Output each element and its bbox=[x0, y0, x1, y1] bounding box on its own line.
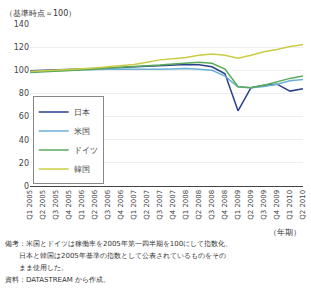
svg-text:Q4 2009: Q4 2009 bbox=[273, 190, 281, 220]
svg-text:100: 100 bbox=[14, 66, 29, 75]
svg-text:備考：米国とドイツは稼働率を2005年第一四半期を100にし: 備考：米国とドイツは稼働率を2005年第一四半期を100にして指数化、 bbox=[5, 240, 232, 248]
svg-text:Q2 2006: Q2 2006 bbox=[91, 189, 99, 220]
svg-text:（年期）: （年期） bbox=[269, 228, 301, 237]
svg-text:Q2 2008: Q2 2008 bbox=[195, 190, 203, 220]
svg-text:Q1 2008: Q1 2008 bbox=[182, 190, 190, 220]
svg-text:60: 60 bbox=[19, 112, 29, 121]
svg-text:Q4 2008: Q4 2008 bbox=[221, 190, 229, 220]
svg-text:日本と韓国は2005年基準の指数として公表されているものをそ: 日本と韓国は2005年基準の指数として公表されているものをその bbox=[5, 252, 226, 260]
svg-text:Q1 2006: Q1 2006 bbox=[78, 189, 86, 220]
svg-text:資料：DATASTREAM から作成。: 資料：DATASTREAM から作成。 bbox=[5, 276, 110, 284]
svg-text:日本: 日本 bbox=[74, 108, 90, 117]
svg-text:まま使用した。: まま使用した。 bbox=[5, 264, 68, 272]
svg-text:Q1 2007: Q1 2007 bbox=[130, 190, 138, 220]
svg-text:Q4 2007: Q4 2007 bbox=[169, 190, 177, 220]
svg-text:ドイツ: ドイツ bbox=[74, 146, 98, 155]
svg-text:Q2 2005: Q2 2005 bbox=[39, 190, 47, 220]
svg-text:Q4 2006: Q4 2006 bbox=[117, 189, 125, 220]
svg-text:20: 20 bbox=[19, 159, 29, 168]
svg-text:Q4 2005: Q4 2005 bbox=[65, 190, 73, 220]
svg-text:（基準時点＝100）: （基準時点＝100） bbox=[5, 9, 76, 18]
svg-text:Q2 2010: Q2 2010 bbox=[299, 190, 307, 220]
svg-text:Q2 2009: Q2 2009 bbox=[247, 190, 255, 220]
svg-text:米国: 米国 bbox=[74, 127, 90, 136]
svg-text:Q3 2007: Q3 2007 bbox=[156, 190, 164, 220]
svg-text:0: 0 bbox=[24, 182, 29, 191]
svg-text:Q2 2007: Q2 2007 bbox=[143, 190, 151, 220]
svg-text:140: 140 bbox=[14, 20, 29, 29]
svg-text:Q1 2010: Q1 2010 bbox=[286, 190, 294, 220]
svg-text:Q1 2005: Q1 2005 bbox=[26, 190, 34, 220]
svg-text:Q3 2009: Q3 2009 bbox=[260, 190, 268, 220]
svg-text:Q1 2009: Q1 2009 bbox=[234, 190, 242, 220]
svg-text:韓国: 韓国 bbox=[74, 165, 90, 174]
svg-text:Q3 2005: Q3 2005 bbox=[52, 190, 60, 220]
svg-text:120: 120 bbox=[14, 43, 29, 52]
svg-text:40: 40 bbox=[19, 136, 29, 145]
svg-text:Q3 2006: Q3 2006 bbox=[104, 189, 112, 220]
svg-text:Q3 2008: Q3 2008 bbox=[208, 190, 216, 220]
svg-text:80: 80 bbox=[19, 89, 29, 98]
